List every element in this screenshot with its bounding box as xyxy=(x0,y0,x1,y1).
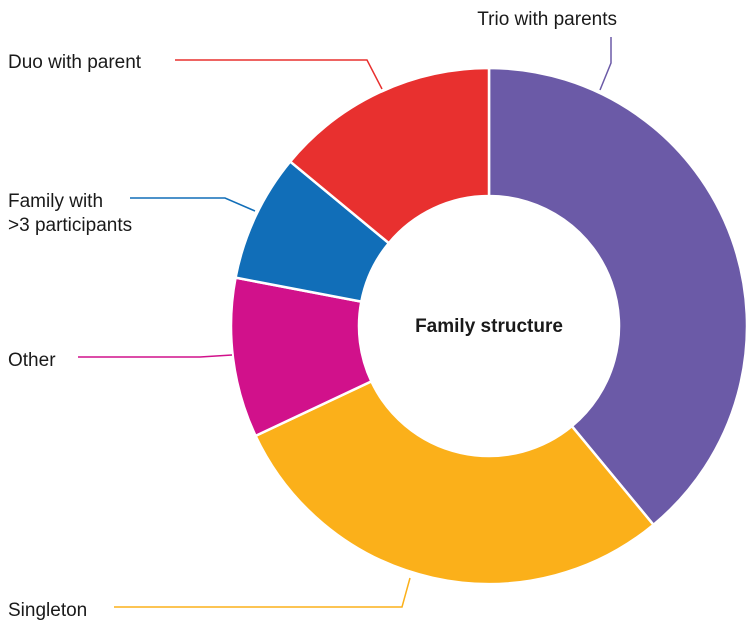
slice-trio-with-parents xyxy=(487,66,747,527)
slice-label-family-with-3-participants: Family with >3 participants xyxy=(8,191,132,236)
slice-label-other: Other xyxy=(8,350,56,371)
slice-singleton xyxy=(254,380,655,586)
leader-line-family-with-3-participants xyxy=(130,197,256,212)
leader-line-singleton xyxy=(114,577,411,608)
leader-lines xyxy=(78,37,612,608)
leader-line-duo-with-parent xyxy=(175,59,383,90)
leader-line-trio-with-parents xyxy=(599,37,612,91)
slice-label-duo-with-parent: Duo with parent xyxy=(8,52,142,73)
chart-title: Family structure xyxy=(415,316,563,337)
leader-line-other xyxy=(78,354,233,358)
slice-duo-with-parent xyxy=(288,66,491,245)
slice-label-singleton: Singleton xyxy=(8,600,87,621)
slice-labels: Trio with parents Singleton Other Family wi… xyxy=(8,9,617,621)
donut-slices xyxy=(229,66,747,586)
slice-label-trio-with-parents: Trio with parents xyxy=(477,9,617,30)
